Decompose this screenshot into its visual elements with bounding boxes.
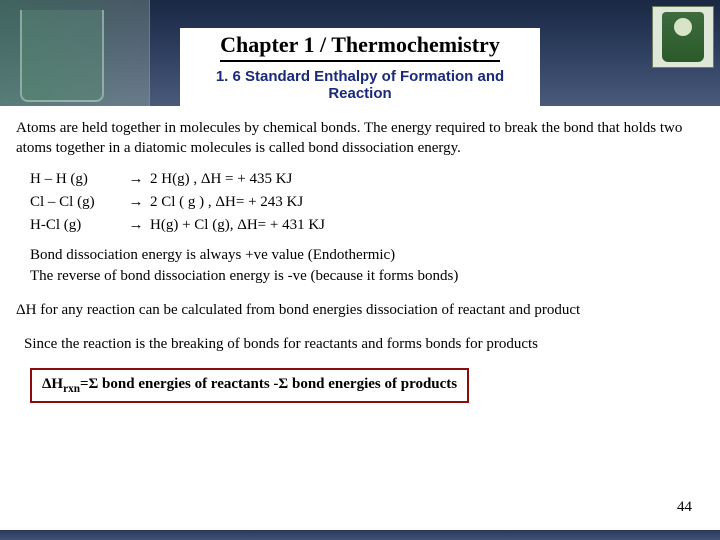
equation-lhs: Cl – Cl (g) [30,192,122,212]
equation-arrow: → [122,169,150,189]
formula-rest: =Σ bond energies of reactants -Σ bond en… [80,376,457,392]
footer-bar [0,530,720,540]
equation-lhs: H – H (g) [30,169,122,189]
intro-paragraph: Atoms are held together in molecules by … [16,118,704,159]
logo-emblem [662,12,704,62]
header-band: Chapter 1 / Thermochemistry 1. 6 Standar… [0,0,720,106]
dh-paragraph: ΔH for any reaction can be calculated fr… [16,300,704,320]
endothermic-paragraph: Bond dissociation energy is always +ve v… [16,245,704,286]
equation-row: H-Cl (g) → H(g) + Cl (g), ΔH= + 431 KJ [30,215,704,235]
since-paragraph: Since the reaction is the breaking of bo… [16,334,704,354]
endothermic-line2: The reverse of bond dissociation energy … [30,266,704,286]
equation-rhs: H(g) + Cl (g), ΔH= + 431 KJ [150,215,704,235]
formula-box: ΔHrxn=Σ bond energies of reactants -Σ bo… [30,368,469,403]
equation-arrow: → [122,215,150,235]
content-area: Atoms are held together in molecules by … [0,106,720,403]
equation-row: Cl – Cl (g) → 2 Cl ( g ) , ΔH= + 243 KJ [30,192,704,212]
beaker-image [0,0,150,106]
formula-subscript: rxn [63,383,80,395]
endothermic-line1: Bond dissociation energy is always +ve v… [30,245,704,265]
equations-block: H – H (g) → 2 H(g) , ΔH = + 435 KJ Cl – … [16,169,704,236]
equation-arrow: → [122,192,150,212]
formula-prefix: ΔH [42,376,63,392]
equation-rhs: 2 H(g) , ΔH = + 435 KJ [150,169,704,189]
chapter-title: Chapter 1 / Thermochemistry [220,32,500,62]
equation-lhs: H-Cl (g) [30,215,122,235]
equation-row: H – H (g) → 2 H(g) , ΔH = + 435 KJ [30,169,704,189]
title-box: Chapter 1 / Thermochemistry 1. 6 Standar… [180,28,540,108]
university-logo [652,6,714,68]
section-title: 1. 6 Standard Enthalpy of Formation and … [198,68,522,102]
equation-rhs: 2 Cl ( g ) , ΔH= + 243 KJ [150,192,704,212]
page-number: 44 [677,499,692,516]
